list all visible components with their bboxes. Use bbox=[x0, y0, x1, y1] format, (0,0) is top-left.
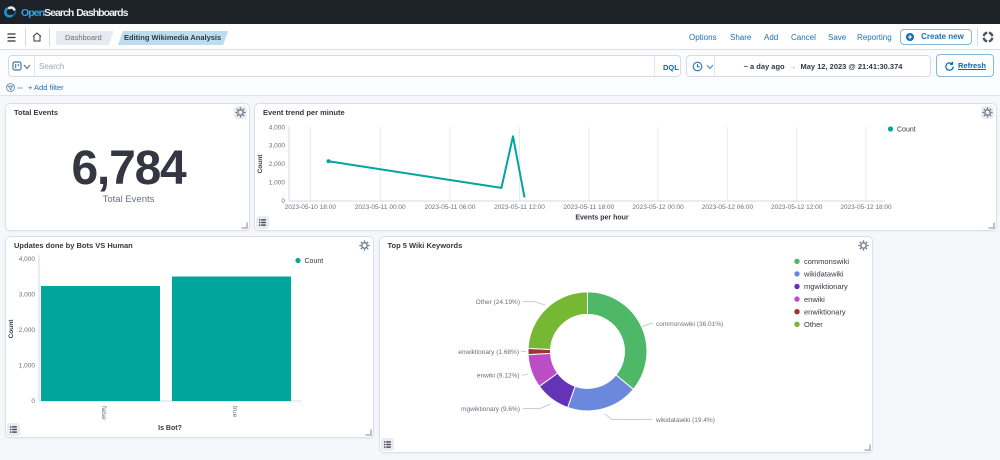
svg-text:enwiktionary (1.68%): enwiktionary (1.68%) bbox=[458, 349, 519, 356]
svg-text:enwiki (9.12%): enwiki (9.12%) bbox=[476, 372, 519, 379]
svg-text:Events per hour: Events per hour bbox=[575, 215, 629, 222]
svg-text:Is Bot?: Is Bot? bbox=[158, 425, 182, 432]
svg-text:2,000: 2,000 bbox=[269, 161, 286, 168]
svg-text:wikidatawiki: wikidatawiki bbox=[803, 270, 844, 279]
svg-text:0: 0 bbox=[281, 198, 285, 205]
svg-text:Count: Count bbox=[8, 319, 15, 339]
svg-text:mgwiktionary: mgwiktionary bbox=[804, 282, 848, 291]
svg-text:2023-05-12 12:00: 2023-05-12 12:00 bbox=[771, 204, 823, 211]
svg-text:2023-05-11 00:00: 2023-05-11 00:00 bbox=[355, 204, 406, 211]
svg-text:Count: Count bbox=[897, 127, 916, 134]
svg-text:commonswiki: commonswiki bbox=[804, 257, 849, 266]
svg-text:1,000: 1,000 bbox=[269, 180, 286, 187]
svg-text:3,000: 3,000 bbox=[269, 143, 286, 150]
svg-text:2023-05-12 18:00: 2023-05-12 18:00 bbox=[840, 204, 892, 211]
svg-text:2023-05-11 18:00: 2023-05-11 18:00 bbox=[563, 204, 614, 211]
svg-text:enwiktionary: enwiktionary bbox=[804, 307, 846, 316]
svg-text:2023-05-12 06:00: 2023-05-12 06:00 bbox=[702, 204, 754, 211]
svg-text:Other: Other bbox=[804, 320, 823, 329]
svg-text:2023-05-11 06:00: 2023-05-11 06:00 bbox=[425, 204, 476, 211]
svg-text:Count: Count bbox=[305, 258, 324, 265]
svg-text:Count: Count bbox=[257, 154, 264, 174]
svg-text:wikidatawiki (19.4%): wikidatawiki (19.4%) bbox=[655, 417, 715, 424]
svg-text:2023-05-12 00:00: 2023-05-12 00:00 bbox=[632, 204, 684, 211]
svg-text:true: true bbox=[231, 406, 238, 418]
svg-text:4,000: 4,000 bbox=[269, 124, 286, 131]
svg-text:commonswiki (36.01%): commonswiki (36.01%) bbox=[656, 321, 723, 328]
svg-text:2023-05-11 12:00: 2023-05-11 12:00 bbox=[494, 204, 545, 211]
svg-text:2,000: 2,000 bbox=[19, 327, 36, 334]
svg-text:enwiki: enwiki bbox=[804, 295, 825, 304]
svg-text:2023-05-10 18:00: 2023-05-10 18:00 bbox=[285, 204, 337, 211]
svg-text:Other (24.19%): Other (24.19%) bbox=[475, 299, 519, 306]
svg-text:4,000: 4,000 bbox=[19, 256, 36, 263]
svg-text:3,000: 3,000 bbox=[19, 292, 36, 299]
svg-text:0: 0 bbox=[31, 398, 35, 405]
svg-text:mgwiktionary (9.6%): mgwiktionary (9.6%) bbox=[461, 406, 520, 413]
svg-text:false: false bbox=[100, 406, 107, 420]
svg-text:1,000: 1,000 bbox=[19, 363, 36, 370]
